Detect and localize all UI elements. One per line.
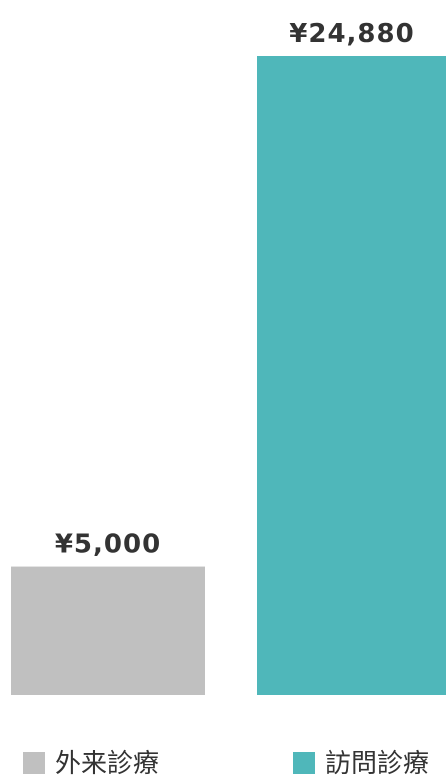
- bar: [257, 56, 446, 695]
- legend-swatch: [293, 752, 315, 774]
- bar: [11, 566, 205, 695]
- value-label: ¥5,000: [55, 530, 161, 560]
- legend-label: 訪問診療: [325, 749, 429, 778]
- value-label: ¥24,880: [289, 19, 414, 49]
- legend-swatch: [23, 752, 45, 774]
- legend-label: 外来診療: [55, 749, 159, 778]
